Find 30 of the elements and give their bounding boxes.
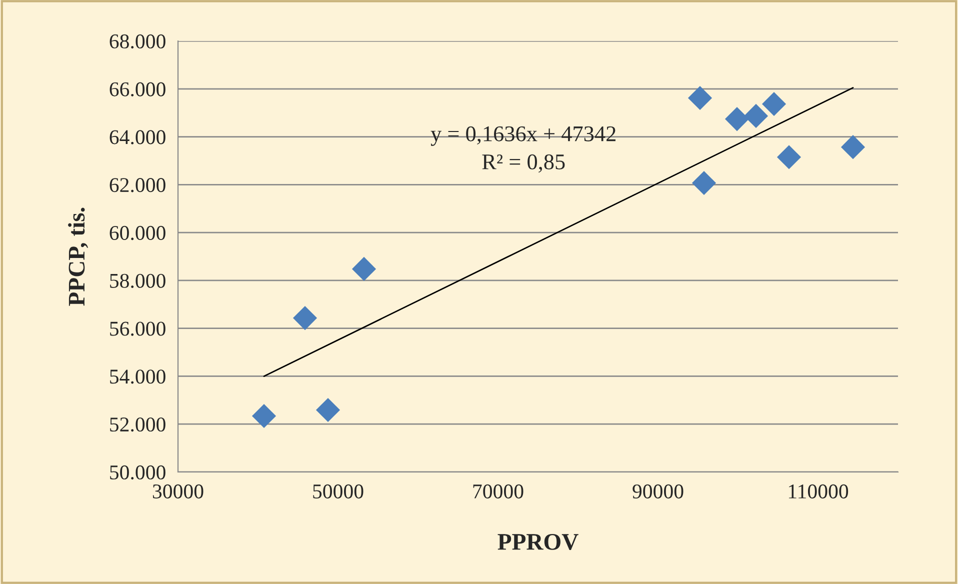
- x-tick-label: 50000: [313, 484, 364, 498]
- y-tick-label: 62.000: [110, 178, 166, 192]
- y-tick-label: 54.000: [110, 370, 166, 384]
- x-tick-label: 90000: [632, 484, 684, 498]
- point: [316, 398, 340, 422]
- x-tick-label: 70000: [473, 484, 524, 498]
- y-tick-label: 58.000: [110, 274, 166, 288]
- y-tick-label: 68.000: [110, 34, 166, 49]
- point: [292, 306, 318, 330]
- point: [744, 104, 768, 128]
- point: [252, 404, 276, 428]
- x-axis-title: PPROV: [498, 534, 578, 550]
- y-axis-title: PPCP, tis.: [68, 208, 88, 306]
- point: [762, 92, 786, 116]
- point: [724, 107, 750, 132]
- y-tick-label: 52.000: [110, 417, 166, 432]
- y-tick-label: 50.000: [110, 465, 166, 480]
- annotation: y = 0,1636x + 47342: [430, 126, 616, 146]
- y-tick-label: 56.000: [110, 322, 166, 336]
- x-tick-label: 110000: [788, 484, 848, 498]
- y-tick-label: 60.000: [110, 226, 166, 240]
- y-tick-label: 66.000: [110, 82, 166, 96]
- x-tick-label: 30000: [152, 484, 204, 498]
- point: [840, 135, 866, 160]
- point: [776, 145, 802, 170]
- point: [352, 256, 376, 281]
- annotation: R² = 0,85: [482, 154, 565, 173]
- point: [692, 170, 716, 196]
- y-tick-label: 64.000: [110, 130, 166, 144]
- point: [688, 86, 712, 110]
